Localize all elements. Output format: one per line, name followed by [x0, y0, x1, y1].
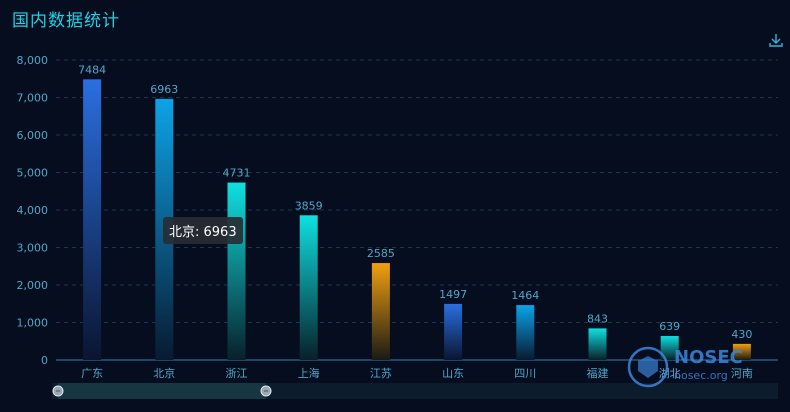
bar-value-label: 639: [659, 320, 680, 333]
y-tick-label: 5,000: [17, 167, 49, 180]
x-tick-label: 山东: [442, 367, 464, 380]
bar: [516, 305, 535, 360]
y-tick-label: 2,000: [17, 279, 49, 292]
bar: [227, 182, 246, 360]
x-tick-label: 四川: [514, 367, 536, 380]
bar-value-label: 2585: [367, 247, 395, 260]
bar: [732, 343, 751, 360]
x-tick-label: 广东: [81, 367, 103, 380]
zoom-slider-window: [58, 383, 266, 399]
y-tick-label: 8,000: [17, 54, 49, 67]
bar-value-label: 3859: [295, 199, 323, 212]
watermark: NOSEC nosec.org: [626, 345, 786, 393]
bar-value-label: 6963: [150, 83, 178, 96]
download-icon[interactable]: [768, 32, 784, 48]
x-tick-label: 河南: [731, 367, 753, 380]
bar-tooltip: 北京: 6963: [163, 217, 243, 244]
bar-value-label: 4731: [223, 167, 251, 180]
y-tick-label: 4,000: [17, 204, 49, 217]
x-tick-label: 北京: [153, 366, 175, 380]
y-tick-label: 3,000: [17, 242, 49, 255]
page-title: 国内数据统计: [12, 11, 120, 31]
y-tick-label: 7,000: [17, 92, 49, 105]
y-tick-label: 6,000: [17, 129, 49, 142]
x-tick-label: 浙江: [226, 367, 248, 380]
y-tick-label: 0: [41, 354, 48, 367]
bar-value-label: 7484: [78, 63, 106, 76]
x-tick-label: 上海: [298, 366, 320, 380]
x-tick-label: 福建: [587, 366, 609, 380]
x-tick-label: 江苏: [370, 367, 392, 380]
bar: [444, 303, 463, 360]
bar: [371, 263, 390, 360]
bar-value-label: 430: [731, 328, 752, 341]
bar: [588, 328, 607, 360]
y-tick-label: 1,000: [17, 317, 49, 330]
bar-value-label: 843: [587, 312, 608, 325]
bar: [660, 336, 679, 360]
bar-value-label: 1464: [511, 289, 539, 302]
bar: [299, 215, 318, 360]
bar: [83, 79, 102, 360]
watermark-brand: NOSEC: [674, 347, 743, 368]
watermark-url: nosec.org: [674, 369, 728, 382]
bar-value-label: 1497: [439, 288, 467, 301]
watermark-logo-icon: [627, 346, 669, 388]
